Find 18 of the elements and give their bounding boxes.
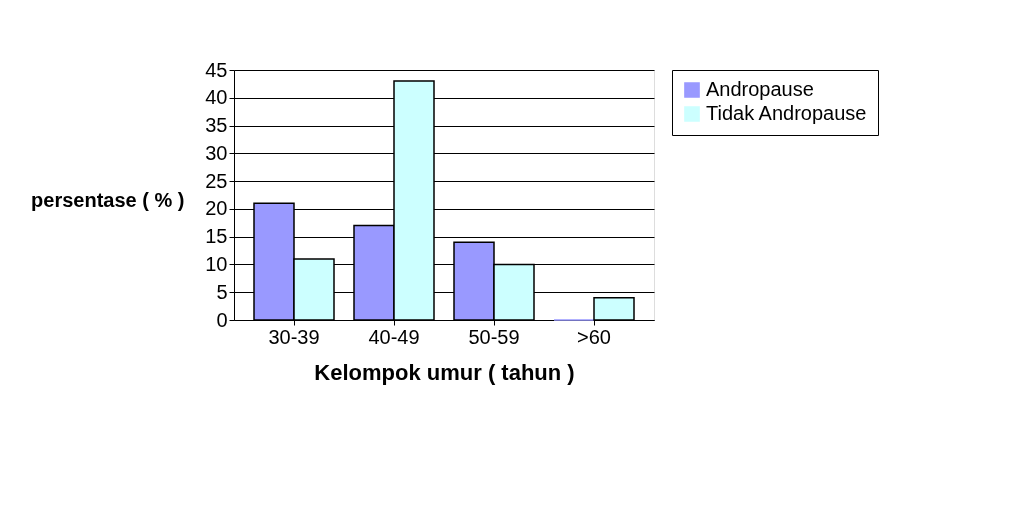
y-tick-label: 30 — [205, 141, 228, 164]
x-tick-label: >60 — [577, 325, 611, 348]
y-tick-label: 40 — [205, 86, 228, 109]
legend-label: Andropause — [706, 78, 814, 100]
y-tick-label: 15 — [205, 225, 228, 248]
y-tick-label: 10 — [205, 252, 228, 275]
y-tick-label: 5 — [216, 280, 228, 303]
y-tick-label: 45 — [205, 58, 228, 81]
legend-label: Tidak Andropause — [706, 102, 867, 124]
y-axis-title: persentase ( % ) — [31, 188, 185, 211]
x-axis-title: Kelompok umur ( tahun ) — [314, 359, 575, 385]
x-tick-label: 50-59 — [468, 325, 520, 348]
y-tick-label: 20 — [205, 197, 228, 220]
y-tick-label: 35 — [205, 114, 228, 137]
x-tick-label: 30-39 — [268, 325, 320, 348]
y-tick-label: 0 — [216, 308, 228, 331]
x-tick-label: 40-49 — [368, 325, 420, 348]
y-tick-label: 25 — [205, 169, 228, 192]
